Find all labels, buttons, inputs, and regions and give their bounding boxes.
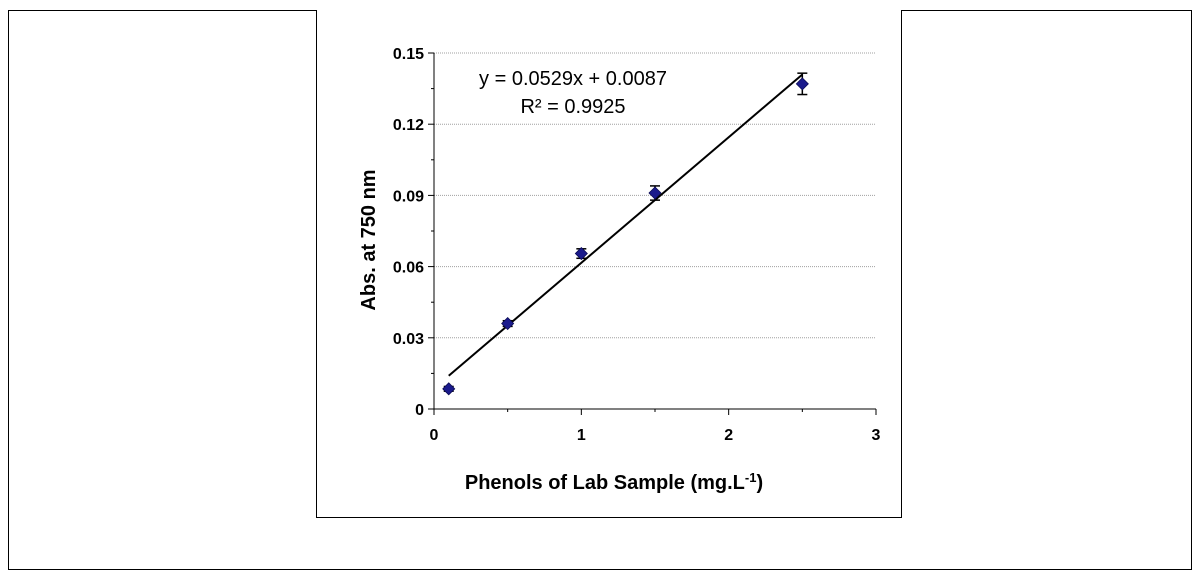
x-tick-label-0: 0 (430, 427, 439, 444)
data-point-3 (648, 186, 662, 200)
data-point-2 (574, 246, 588, 261)
trendline (448, 73, 803, 377)
data-point-0 (442, 382, 456, 396)
error-bars (443, 72, 808, 392)
trendline-equation: y = 0.0529x + 0.0087 (479, 68, 667, 90)
data-point-1 (501, 316, 515, 331)
axes (428, 52, 877, 415)
x-axis-title-superscript: -1 (745, 470, 757, 485)
data-point-4 (795, 77, 809, 91)
y-axis-title: Abs. at 750 nm (358, 169, 380, 310)
x-tick-label-1: 1 (577, 427, 586, 444)
chart-frame: 0 0.03 0.06 0.09 0.12 0.15 0 1 2 3 y = 0.0529x + … (316, 10, 902, 518)
x-tick-label-3: 3 (872, 427, 881, 444)
tick-labels: 0 0.03 0.06 0.09 0.12 0.15 0 1 2 3 (393, 46, 881, 444)
y-tick-label-1: 0.03 (393, 331, 424, 348)
trendline-r-squared: R² = 0.9925 (520, 96, 625, 118)
trendline-line (448, 73, 803, 377)
scatter-chart: 0 0.03 0.06 0.09 0.12 0.15 0 1 2 3 y = 0.0529x + … (358, 46, 881, 495)
data-points (442, 77, 809, 396)
y-tick-label-4: 0.12 (393, 117, 424, 134)
x-axis-title-suffix: ) (756, 472, 763, 494)
x-axis-title: Phenols of Lab Sample (mg.L-1) (465, 470, 763, 495)
y-tick-label-5: 0.15 (393, 46, 424, 63)
y-tick-label-2: 0.06 (393, 260, 424, 277)
x-tick-label-2: 2 (724, 427, 733, 444)
x-axis-title-main: Phenols of Lab Sample (mg.L (465, 472, 745, 494)
y-tick-label-3: 0.09 (393, 188, 424, 205)
y-tick-label-0: 0 (415, 402, 424, 419)
